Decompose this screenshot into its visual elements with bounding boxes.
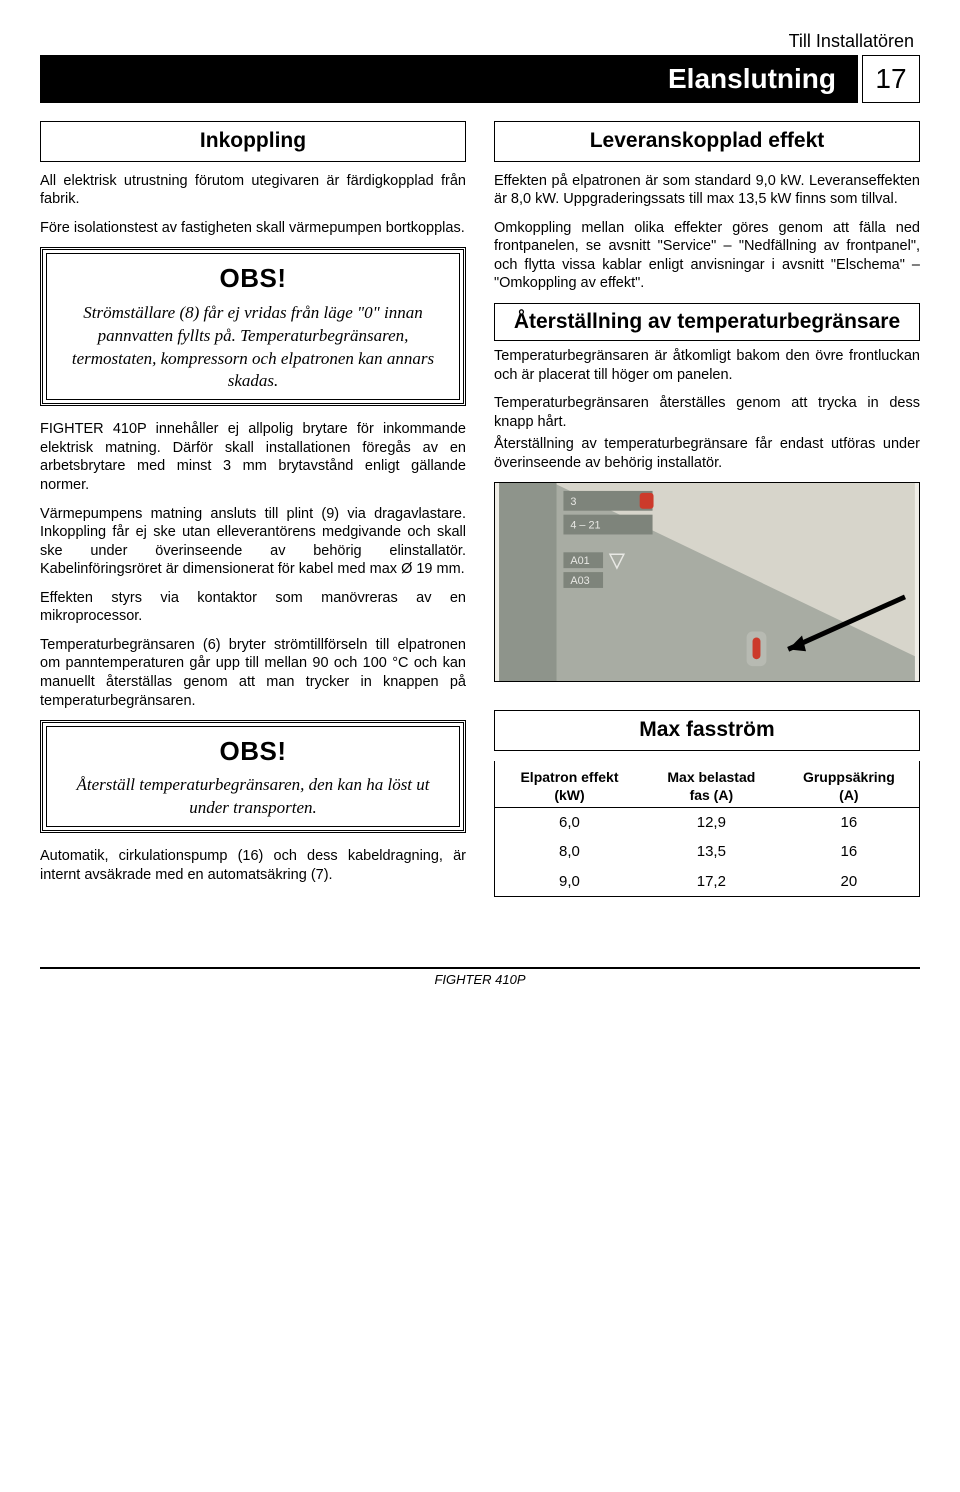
corner-label: Till Installatören: [40, 30, 920, 53]
diagram-svg: 3 4 – 21 A01 A03: [495, 483, 919, 681]
right-column: Leveranskopplad effekt Effekten på elpat…: [494, 121, 920, 897]
page-title: Elanslutning: [40, 55, 858, 103]
para: Temperaturbegränsaren återställes genom …: [494, 394, 920, 431]
obs-label: OBS!: [55, 735, 451, 768]
para: FIGHTER 410P innehåller ej allpolig bryt…: [40, 420, 466, 494]
para: Effekten på elpatronen är som standard 9…: [494, 172, 920, 209]
table-header: Max belastadfas (A): [644, 761, 779, 807]
para: Effekten styrs via kontaktor som manövre…: [40, 589, 466, 626]
left-column: Inkoppling All elektrisk utrustning föru…: [40, 121, 466, 897]
para: All elektrisk utrustning förutom utegiva…: [40, 172, 466, 209]
page-number: 17: [875, 61, 906, 97]
para: Omkoppling mellan olika effekter göres g…: [494, 219, 920, 293]
title-row: Elanslutning 17: [40, 55, 920, 103]
diagram-label: A01: [570, 556, 589, 568]
thermometer-icon: [753, 638, 761, 660]
para: Temperaturbegränsaren (6) bryter strömti…: [40, 636, 466, 710]
table-header: Gruppsäkring(A): [779, 761, 919, 807]
page-number-box: 17: [862, 55, 920, 103]
para: Före isolationstest av fastigheten skall…: [40, 219, 466, 238]
section-max-fasstrom: Max fasström: [494, 710, 920, 751]
section-inkoppling: Inkoppling: [40, 121, 466, 162]
reset-diagram: 3 4 – 21 A01 A03: [494, 482, 920, 682]
table-row: 9,0 17,2 20: [495, 867, 919, 896]
section-leverans: Leveranskopplad effekt: [494, 121, 920, 162]
section-aterstallning: Återställning av temperaturbegränsare: [494, 303, 920, 341]
table-header: Elpatron effekt(kW): [495, 761, 644, 807]
obs-text: Strömställare (8) får ej vridas från läg…: [55, 302, 451, 394]
table-row: 6,0 12,9 16: [495, 808, 919, 838]
table-row: 8,0 13,5 16: [495, 837, 919, 866]
diagram-label: 4 – 21: [570, 520, 600, 532]
para: Automatik, cirkulationspump (16) och des…: [40, 847, 466, 884]
obs-box-2: OBS! Återställ temperaturbegränsaren, de…: [40, 720, 466, 833]
para: Återställning av temperaturbegränsare få…: [494, 435, 920, 472]
obs-text: Återställ temperaturbegränsaren, den kan…: [55, 774, 451, 820]
obs-box-1: OBS! Strömställare (8) får ej vridas frå…: [40, 247, 466, 406]
footer: FIGHTER 410P: [40, 967, 920, 989]
diagram-label: 3: [570, 496, 576, 508]
para: Temperaturbegränsaren är åtkomligt bakom…: [494, 347, 920, 384]
obs-label: OBS!: [55, 262, 451, 295]
fuse-table: Elpatron effekt(kW) Max belastadfas (A) …: [494, 761, 920, 896]
para: Värmepumpens matning ansluts till plint …: [40, 505, 466, 579]
diagram-label: A03: [570, 575, 589, 587]
